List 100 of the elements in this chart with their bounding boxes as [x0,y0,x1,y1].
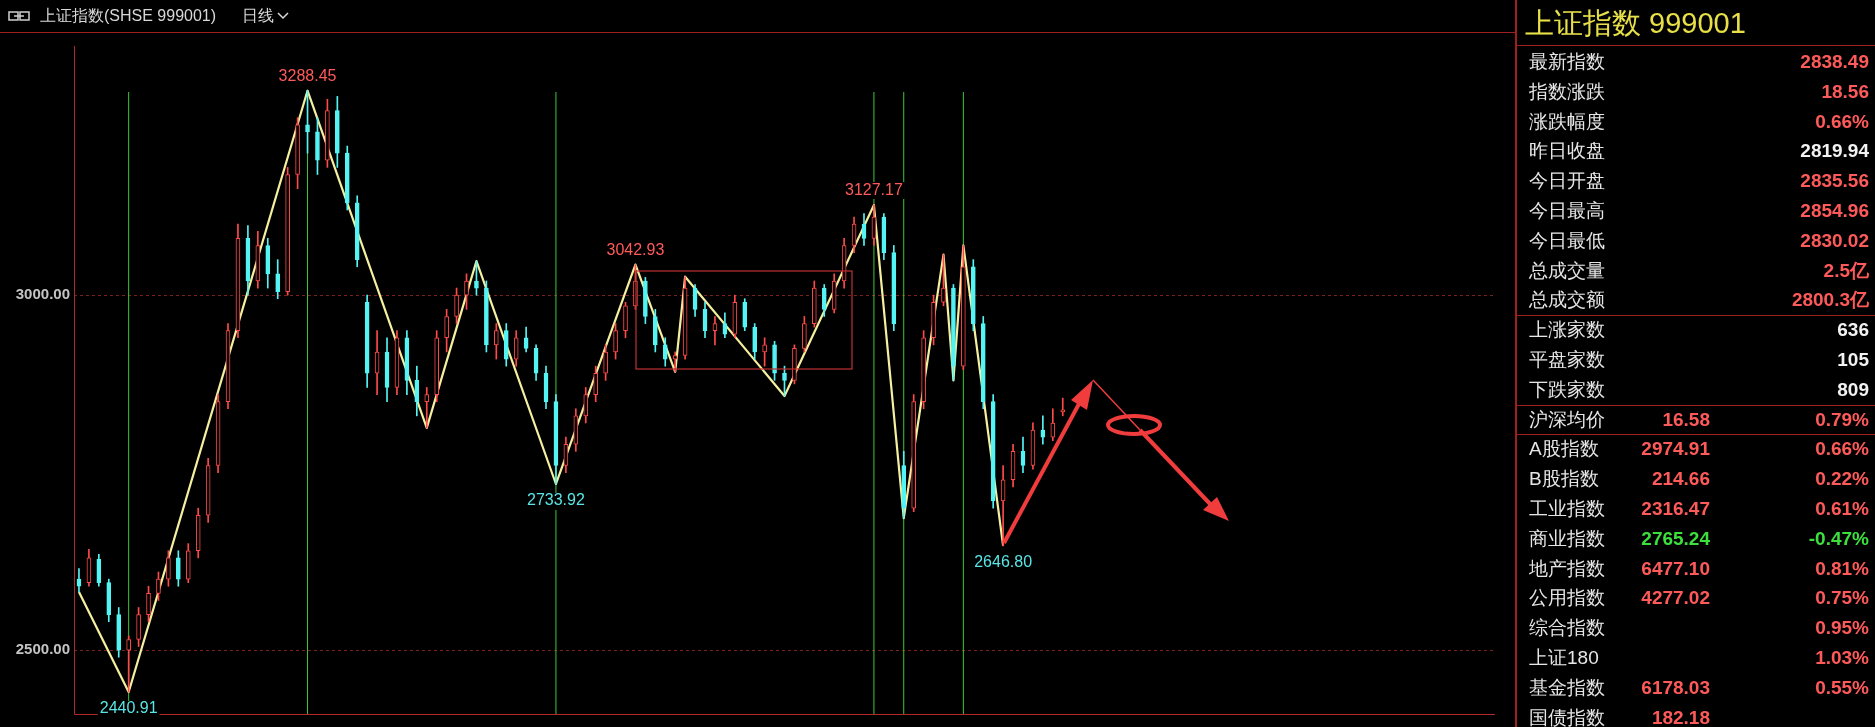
text: 2830.02 [1800,228,1869,253]
text: 公用指数 [1529,586,1605,611]
text: 最新指数 [1529,50,1605,74]
text: 16.58 [1662,407,1710,432]
text: 0.61% [1815,497,1869,521]
text: A股指数 [1529,437,1599,462]
text: -0.47% [1808,526,1869,551]
text: 4277.02 [1641,586,1710,611]
candlestick [484,280,489,353]
y-tick-label: 2500.00 [15,640,70,658]
text: 0.55% [1815,675,1869,700]
text: 今日最高 [1529,199,1605,223]
candlestick [613,323,618,360]
candlestick [652,309,658,353]
text: 0.95% [1815,616,1869,641]
annotation: 2440.91 [99,699,158,717]
text: 总成交额 [1529,288,1605,313]
candlestick [772,340,777,381]
text: B股指数 [1529,467,1599,492]
candlestick [951,284,956,381]
candlestick [136,607,141,647]
candlestick [623,301,628,339]
annotation: 3288.45 [278,66,337,84]
candlestick [305,90,310,154]
chart-title: 上证指数(SHSE 999001) [40,5,217,26]
text: 6477.10 [1641,556,1710,581]
text: 0.22% [1815,467,1869,492]
candlestick [792,344,797,385]
candlestick [474,260,479,296]
candlestick [811,280,817,328]
text: 上证180 [1529,646,1599,670]
candlestick [424,387,430,429]
candlestick [146,585,151,623]
text: 工业指数 [1529,497,1605,521]
candlestick [444,309,449,353]
text: 地产指数 [1529,556,1605,581]
candlestick [494,323,499,360]
text: 0.75% [1815,586,1869,611]
text: 2316.47 [1641,497,1710,521]
candlestick [782,365,787,397]
text: 上证指数 999001 [1525,6,1746,41]
text: 国债指数 [1529,705,1605,727]
text: 18.56 [1821,79,1869,104]
text: 商业指数 [1529,526,1605,551]
text: 1.03% [1815,646,1869,670]
candlestick [1060,397,1066,417]
text: 2838.49 [1800,50,1869,74]
text: 2800.3亿 [1791,288,1869,313]
candlestick [802,316,807,353]
text: 2.5亿 [1823,258,1869,283]
candlestick [176,550,181,587]
text: 昨日收盘 [1529,139,1605,164]
text: 基金指数 [1529,675,1605,700]
candlestick [454,287,459,324]
text: 沪深均价 [1529,407,1605,432]
text: 2835.56 [1800,169,1869,194]
annotation: 2733.92 [527,491,585,509]
chart-subtitle: 日线 [242,5,275,26]
text: 总成交量 [1529,258,1605,283]
candlestick [464,273,469,310]
annotation: 2646.80 [974,553,1033,571]
candlestick [752,323,758,360]
candlestick [335,96,340,168]
text: 105 [1837,348,1869,372]
text: 指数涨跌 [1529,79,1605,104]
text: 636 [1837,318,1869,343]
text: 涨跌幅度 [1529,109,1605,134]
text: 0.81% [1815,556,1869,581]
text: 182.18 [1651,705,1710,727]
candlestick [921,330,926,410]
candlestick [156,571,161,601]
candlestick [931,294,936,346]
text: 综合指数 [1529,616,1605,641]
text: 今日开盘 [1529,169,1605,194]
y-tick-label: 3000.00 [15,285,70,303]
candlestick [285,167,290,296]
text: 0.66% [1815,109,1869,134]
candlestick [166,550,171,587]
candlestick [325,98,330,168]
text: 2819.94 [1800,139,1869,164]
text: 809 [1837,377,1869,402]
candlestick [603,344,608,381]
text: 2974.91 [1641,437,1710,462]
annotation: 3127.17 [845,181,903,199]
text: 214.66 [1651,467,1710,492]
text: 2854.96 [1800,199,1869,223]
text: 上涨家数 [1529,318,1605,343]
candlestick [643,277,648,324]
text: 今日最低 [1529,228,1605,253]
candlestick [295,117,300,190]
text: 6178.03 [1641,675,1710,700]
candlestick [941,254,946,307]
text: 2765.24 [1641,526,1710,551]
candlestick [762,337,767,367]
text: 平盘家数 [1529,348,1605,372]
candlestick [126,635,131,693]
candlestick [961,245,966,371]
text: 下跌家数 [1529,377,1605,402]
annotation: 3042.93 [606,241,665,259]
candlestick [315,117,320,175]
